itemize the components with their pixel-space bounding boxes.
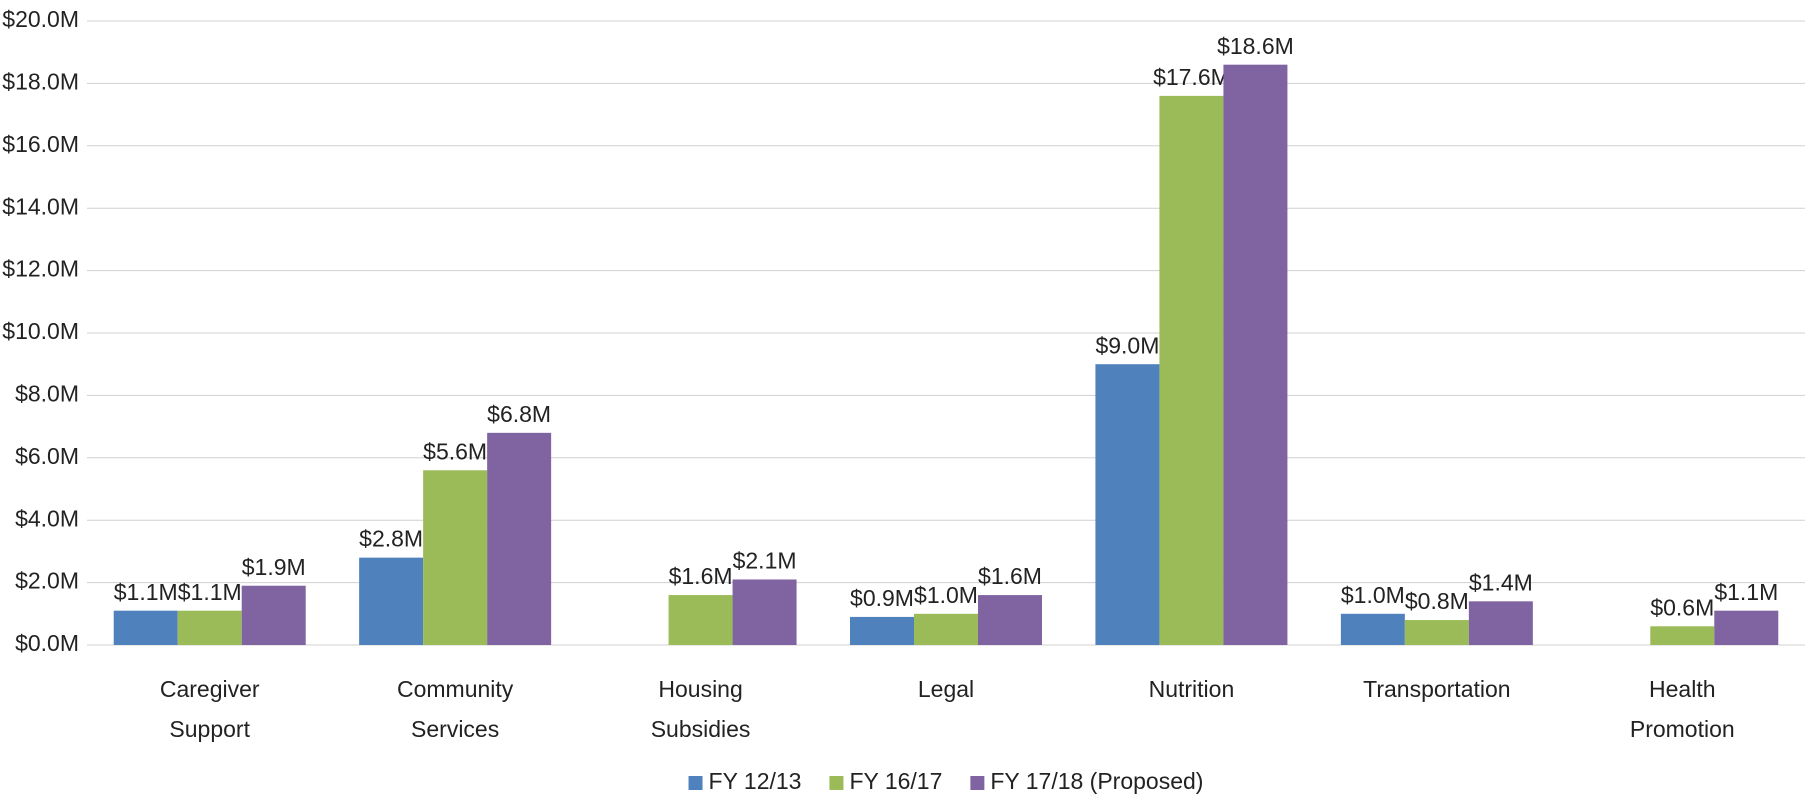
data-label: $1.0M [1341, 582, 1405, 608]
data-label: $1.1M [178, 579, 242, 605]
data-label: $1.9M [242, 554, 306, 580]
x-tick-label: Health Promotion [1630, 676, 1735, 742]
legend-label: FY 16/17 [849, 768, 942, 794]
data-label: $1.0M [914, 582, 978, 608]
data-label: $17.6M [1153, 64, 1230, 90]
data-label: $0.9M [850, 585, 914, 611]
bar [1095, 364, 1160, 645]
bar [487, 432, 552, 645]
legend: FY 12/13 FY 16/17 FY 17/18 (Proposed) [688, 768, 1203, 794]
bar [668, 595, 733, 645]
data-label: $2.8M [359, 526, 423, 552]
bar [850, 616, 914, 645]
legend-label: FY 12/13 [709, 768, 802, 794]
data-label: $5.6M [423, 438, 487, 464]
bar [978, 595, 1042, 645]
y-tick-label: $14.0M [2, 193, 79, 219]
legend-label: FY 17/18 (Proposed) [990, 768, 1203, 794]
legend-swatch [829, 776, 844, 790]
bar [914, 613, 978, 645]
y-tick-label: $6.0M [15, 443, 79, 469]
y-tick-label: $10.0M [2, 318, 79, 344]
data-label: $1.4M [1469, 569, 1533, 595]
y-tick-label: $18.0M [2, 68, 79, 94]
bar [241, 585, 306, 645]
data-label: $6.8M [487, 401, 551, 427]
y-tick-label: $0.0M [15, 630, 79, 656]
bar [423, 470, 488, 645]
bar [113, 610, 178, 645]
bar [1159, 95, 1224, 645]
legend-swatch [970, 776, 985, 790]
data-label: $2.1M [733, 548, 797, 574]
bar [1340, 613, 1405, 645]
y-tick-label: $8.0M [15, 380, 79, 406]
x-tick-label: Nutrition [1149, 676, 1235, 702]
x-tick-label: Transportation [1363, 676, 1510, 702]
bar [1468, 601, 1533, 645]
bar [1650, 626, 1715, 645]
bar [359, 557, 424, 645]
data-label: $1.6M [669, 563, 733, 589]
x-tick-label: Caregiver Support [160, 676, 260, 742]
data-label: $0.6M [1650, 594, 1714, 620]
data-label: $18.6M [1217, 33, 1294, 59]
bar [1714, 610, 1779, 645]
y-tick-label: $16.0M [2, 131, 79, 157]
x-tick-label: Housing Subsidies [651, 676, 751, 742]
x-tick-label: Legal [918, 676, 974, 702]
y-tick-label: $2.0M [15, 568, 79, 594]
y-tick-label: $20.0M [2, 6, 79, 32]
x-tick-label: Community Services [397, 676, 514, 742]
bar [732, 579, 797, 645]
y-tick-label: $12.0M [2, 256, 79, 282]
data-label: $0.8M [1405, 588, 1469, 614]
data-label: $1.1M [1714, 579, 1778, 605]
data-label: $9.0M [1095, 332, 1159, 358]
bar [1404, 620, 1469, 645]
legend-swatch [688, 776, 703, 790]
data-label: $1.6M [978, 563, 1042, 589]
y-tick-label: $4.0M [15, 505, 79, 531]
bar [1223, 64, 1288, 646]
data-label: $1.1M [114, 579, 178, 605]
bar [177, 610, 242, 645]
